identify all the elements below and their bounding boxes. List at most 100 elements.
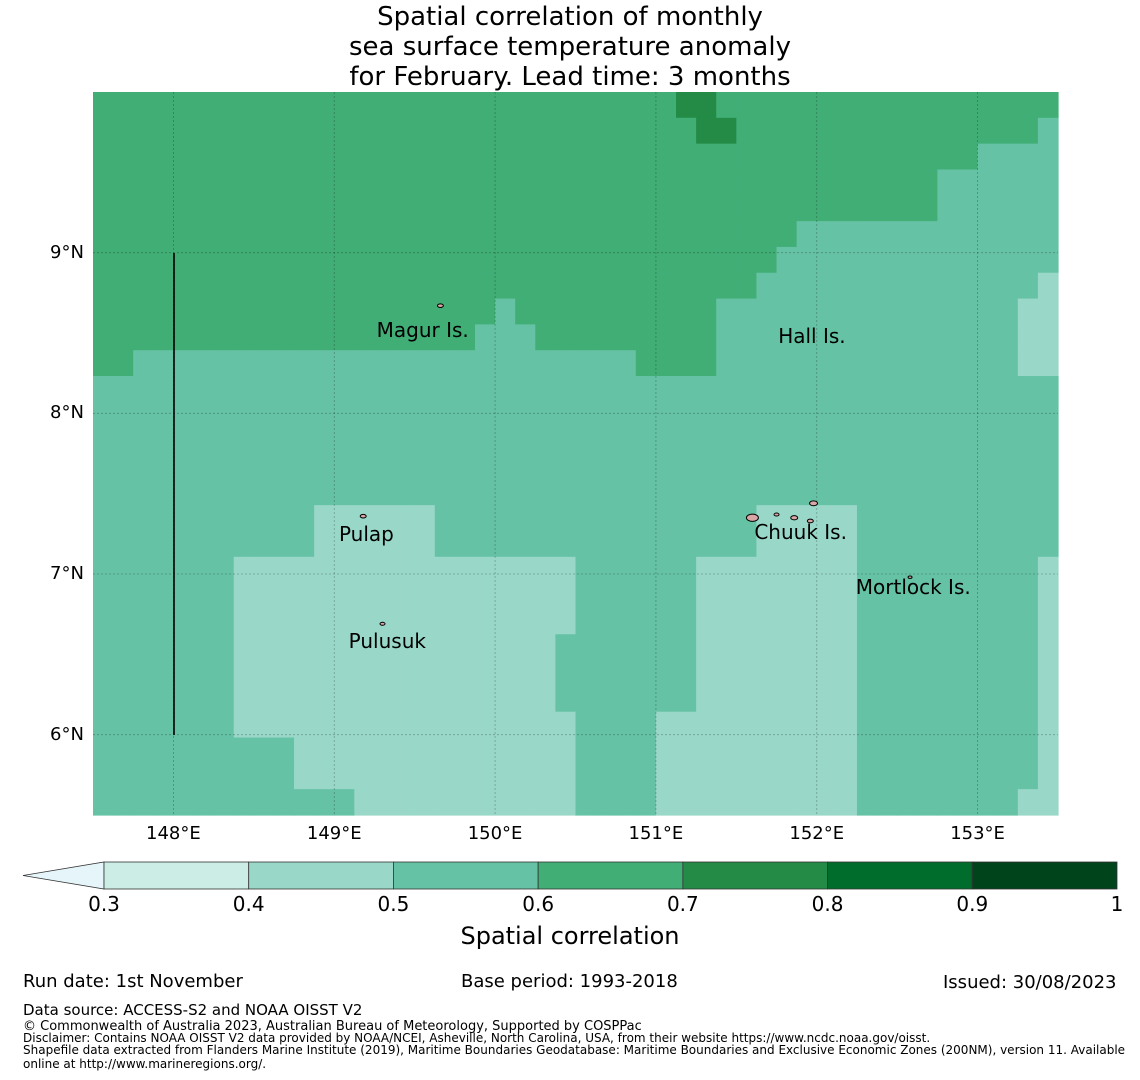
grid-cell: [374, 685, 396, 713]
grid-cell: [93, 324, 114, 351]
grid-cell: [495, 685, 516, 713]
grid-cell: [937, 272, 959, 300]
grid-cell: [676, 711, 697, 739]
grid-cell: [917, 711, 938, 739]
grid-cell: [937, 143, 959, 171]
grid-cell: [535, 272, 556, 300]
grid-cell: [113, 427, 134, 455]
grid-cell: [93, 92, 114, 119]
grid-cell: [1017, 556, 1039, 584]
colorbar-tick-label: 0.9: [956, 892, 989, 916]
grid-cell: [1037, 505, 1059, 532]
grid-cell: [515, 556, 536, 584]
grid-cell: [414, 117, 436, 145]
grid-cell: [474, 711, 496, 739]
grid-cell: [173, 350, 195, 377]
grid-cell: [374, 789, 396, 816]
grid-cell: [294, 324, 315, 351]
grid-cell: [776, 685, 798, 713]
grid-cell: [193, 763, 215, 790]
grid-cell: [897, 298, 918, 325]
grid-cell: [414, 401, 436, 429]
grid-cell: [253, 556, 275, 584]
grid-cell: [113, 479, 134, 506]
grid-cell: [233, 453, 255, 480]
grid-cell: [213, 376, 235, 403]
grid-cell: [314, 582, 335, 610]
data-source: Data source: ACCESS-S2 and NOAA OISST V2: [23, 1001, 363, 1019]
grid-cell: [253, 685, 275, 713]
grid-cell: [615, 608, 637, 635]
grid-cell: [716, 117, 737, 145]
grid-cell: [897, 685, 918, 713]
grid-cell: [676, 92, 697, 119]
grid-cell: [193, 169, 215, 196]
grid-cell: [595, 272, 617, 300]
grid-cell: [153, 530, 175, 558]
grid-cell: [93, 789, 114, 816]
grid-cell: [977, 711, 999, 739]
grid-cell: [535, 660, 556, 687]
y-tick-label: 9°N: [50, 241, 84, 263]
grid-cell: [374, 530, 396, 558]
grid-cell: [133, 479, 154, 506]
grid-cell: [273, 298, 295, 325]
grid-cell: [816, 169, 838, 196]
grid-cell: [856, 350, 878, 377]
grid-cell: [977, 92, 999, 119]
grid-cell: [756, 685, 778, 713]
grid-cell: [957, 272, 979, 300]
grid-cell: [354, 582, 376, 610]
grid-cell: [535, 221, 556, 248]
grid-cell: [334, 685, 355, 713]
grid-cell: [816, 272, 838, 300]
grid-cell: [414, 711, 436, 739]
grid-cell: [133, 634, 154, 661]
grid-cell: [676, 530, 697, 558]
grid-cell: [314, 660, 335, 687]
grid-cell: [213, 582, 235, 610]
grid-cell: [193, 660, 215, 687]
grid-cell: [836, 324, 858, 351]
grid-cell: [776, 195, 798, 222]
grid-cell: [756, 246, 778, 274]
grid-cell: [394, 221, 416, 248]
grid-cell: [856, 376, 878, 403]
grid-cell: [1037, 143, 1059, 171]
grid-cell: [374, 401, 396, 429]
grid-cell: [173, 324, 195, 351]
grid-cell: [334, 143, 355, 171]
grid-cell: [294, 169, 315, 196]
colorbar-tick-label: 0.5: [377, 892, 410, 916]
colorbar: [22, 861, 1118, 890]
grid-cell: [917, 479, 938, 506]
grid-cell: [253, 427, 275, 455]
grid-cell: [474, 350, 496, 377]
grid-cell: [434, 737, 456, 764]
grid-cell: [414, 195, 436, 222]
grid-cell: [495, 324, 516, 351]
colorbar-tick-label: 0.6: [522, 892, 555, 916]
grid-cell: [273, 117, 295, 145]
grid-cell: [776, 505, 798, 532]
graticule: [93, 92, 1058, 815]
grid-cell: [193, 298, 215, 325]
grid-cell: [977, 530, 999, 558]
grid-cell: [575, 298, 597, 325]
grid-cell: [595, 711, 617, 739]
grid-cell: [716, 479, 737, 506]
grid-cell: [273, 453, 295, 480]
grid-cell: [193, 479, 215, 506]
grid-cell: [555, 272, 577, 300]
grid-cell: [173, 117, 195, 145]
grid-cell: [555, 634, 577, 661]
grid-cell: [414, 324, 436, 351]
grid-cell: [696, 117, 717, 145]
grid-cell: [253, 608, 275, 635]
grid-cell: [716, 376, 737, 403]
grid-cell: [776, 143, 798, 171]
grid-cell: [213, 195, 235, 222]
grid-cell: [374, 427, 396, 455]
grid-cell: [354, 350, 376, 377]
grid-cell: [736, 479, 758, 506]
